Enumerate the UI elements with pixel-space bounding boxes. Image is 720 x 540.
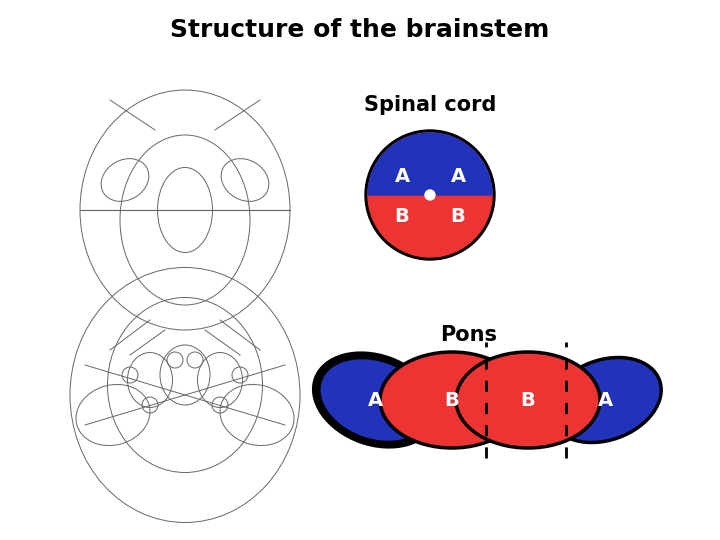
Wedge shape [368,133,492,195]
Circle shape [368,133,492,257]
Text: B: B [445,390,459,409]
Text: B: B [395,207,410,226]
Ellipse shape [549,357,661,442]
Text: Pons: Pons [440,325,497,345]
Text: A: A [598,390,613,409]
Circle shape [425,190,435,200]
Text: A: A [395,167,410,186]
Text: B: B [521,390,536,409]
Ellipse shape [456,352,600,448]
Text: Structure of the brainstem: Structure of the brainstem [171,18,549,42]
Text: A: A [367,390,382,409]
Ellipse shape [319,357,431,442]
Ellipse shape [380,352,524,448]
Text: A: A [451,167,466,186]
Text: Spinal cord: Spinal cord [364,95,496,115]
Text: B: B [451,207,465,226]
Ellipse shape [312,352,438,449]
Circle shape [365,130,495,260]
